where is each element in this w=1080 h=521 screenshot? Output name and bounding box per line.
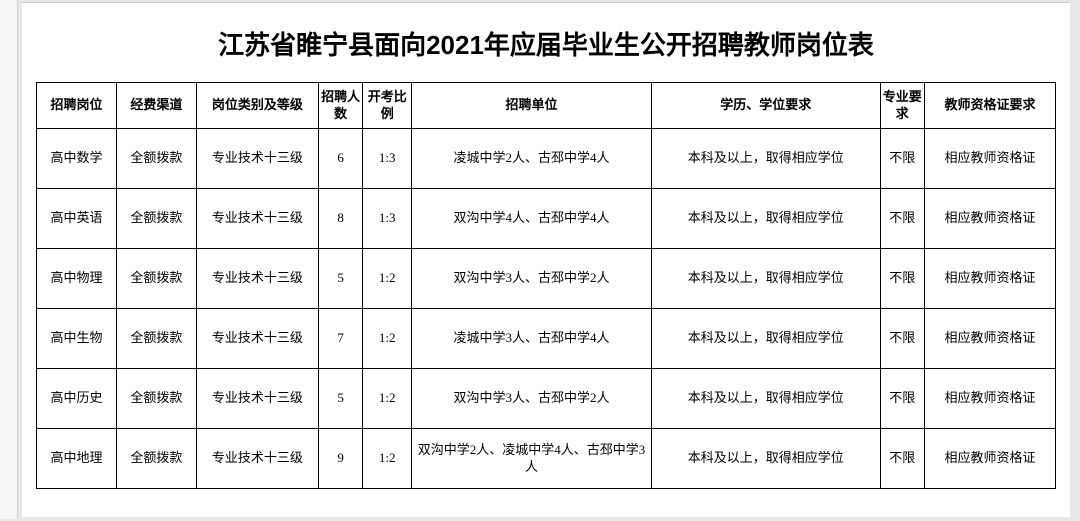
cell-education: 本科及以上，取得相应学位	[651, 189, 880, 249]
cell-major: 不限	[880, 129, 924, 189]
header-ratio: 开考比例	[363, 83, 412, 129]
cell-funding: 全额拨款	[116, 189, 196, 249]
cell-count: 9	[318, 429, 362, 489]
cell-unit: 双沟中学3人、古邳中学2人	[412, 249, 652, 309]
cell-cert: 相应教师资格证	[924, 369, 1055, 429]
cell-count: 7	[318, 309, 362, 369]
table-row: 高中生物 全额拨款 专业技术十三级 7 1:2 凌城中学3人、古邳中学4人 本科…	[37, 309, 1056, 369]
cell-count: 8	[318, 189, 362, 249]
cell-education: 本科及以上，取得相应学位	[651, 429, 880, 489]
cell-major: 不限	[880, 429, 924, 489]
cell-education: 本科及以上，取得相应学位	[651, 249, 880, 309]
table-row: 高中地理 全额拨款 专业技术十三级 9 1:2 双沟中学2人、凌城中学4人、古邳…	[37, 429, 1056, 489]
table-row: 高中数学 全额拨款 专业技术十三级 6 1:3 凌城中学2人、古邳中学4人 本科…	[37, 129, 1056, 189]
header-category: 岗位类别及等级	[196, 83, 318, 129]
cell-position: 高中英语	[37, 189, 117, 249]
header-position: 招聘岗位	[37, 83, 117, 129]
table-row: 高中历史 全额拨款 专业技术十三级 5 1:2 双沟中学3人、古邳中学2人 本科…	[37, 369, 1056, 429]
ruler-left	[0, 0, 18, 519]
cell-cert: 相应教师资格证	[924, 429, 1055, 489]
table-body: 高中数学 全额拨款 专业技术十三级 6 1:3 凌城中学2人、古邳中学4人 本科…	[37, 129, 1056, 489]
header-count: 招聘人数	[318, 83, 362, 129]
cell-funding: 全额拨款	[116, 129, 196, 189]
cell-major: 不限	[880, 369, 924, 429]
table-row: 高中物理 全额拨款 专业技术十三级 5 1:2 双沟中学3人、古邳中学2人 本科…	[37, 249, 1056, 309]
cell-education: 本科及以上，取得相应学位	[651, 309, 880, 369]
cell-position: 高中数学	[37, 129, 117, 189]
cell-cert: 相应教师资格证	[924, 189, 1055, 249]
cell-cert: 相应教师资格证	[924, 309, 1055, 369]
cell-category: 专业技术十三级	[196, 429, 318, 489]
header-funding: 经费渠道	[116, 83, 196, 129]
cell-ratio: 1:3	[363, 189, 412, 249]
page-title: 江苏省睢宁县面向2021年应届毕业生公开招聘教师岗位表	[22, 3, 1070, 82]
cell-position: 高中历史	[37, 369, 117, 429]
cell-funding: 全额拨款	[116, 249, 196, 309]
cell-position: 高中物理	[37, 249, 117, 309]
cell-ratio: 1:2	[363, 369, 412, 429]
cell-count: 6	[318, 129, 362, 189]
cell-count: 5	[318, 369, 362, 429]
cell-count: 5	[318, 249, 362, 309]
cell-funding: 全额拨款	[116, 369, 196, 429]
cell-funding: 全额拨款	[116, 309, 196, 369]
cell-education: 本科及以上，取得相应学位	[651, 369, 880, 429]
cell-ratio: 1:2	[363, 309, 412, 369]
header-education: 学历、学位要求	[651, 83, 880, 129]
recruitment-table: 招聘岗位 经费渠道 岗位类别及等级 招聘人数 开考比例 招聘单位 学历、学位要求…	[36, 82, 1056, 489]
cell-unit: 双沟中学3人、古邳中学2人	[412, 369, 652, 429]
cell-major: 不限	[880, 309, 924, 369]
cell-ratio: 1:2	[363, 249, 412, 309]
cell-cert: 相应教师资格证	[924, 249, 1055, 309]
cell-category: 专业技术十三级	[196, 189, 318, 249]
cell-major: 不限	[880, 249, 924, 309]
document-sheet: 江苏省睢宁县面向2021年应届毕业生公开招聘教师岗位表 招聘岗位 经费渠道 岗位…	[22, 2, 1070, 517]
cell-major: 不限	[880, 189, 924, 249]
cell-position: 高中地理	[37, 429, 117, 489]
table-row: 高中英语 全额拨款 专业技术十三级 8 1:3 双沟中学4人、古邳中学4人 本科…	[37, 189, 1056, 249]
cell-category: 专业技术十三级	[196, 369, 318, 429]
header-major: 专业要求	[880, 83, 924, 129]
cell-unit: 凌城中学3人、古邳中学4人	[412, 309, 652, 369]
header-unit: 招聘单位	[412, 83, 652, 129]
cell-ratio: 1:3	[363, 129, 412, 189]
cell-position: 高中生物	[37, 309, 117, 369]
cell-category: 专业技术十三级	[196, 249, 318, 309]
cell-funding: 全额拨款	[116, 429, 196, 489]
cell-education: 本科及以上，取得相应学位	[651, 129, 880, 189]
header-cert: 教师资格证要求	[924, 83, 1055, 129]
cell-unit: 凌城中学2人、古邳中学4人	[412, 129, 652, 189]
cell-unit: 双沟中学2人、凌城中学4人、古邳中学3人	[412, 429, 652, 489]
cell-cert: 相应教师资格证	[924, 129, 1055, 189]
cell-unit: 双沟中学4人、古邳中学4人	[412, 189, 652, 249]
cell-category: 专业技术十三级	[196, 309, 318, 369]
cell-category: 专业技术十三级	[196, 129, 318, 189]
table-header-row: 招聘岗位 经费渠道 岗位类别及等级 招聘人数 开考比例 招聘单位 学历、学位要求…	[37, 83, 1056, 129]
cell-ratio: 1:2	[363, 429, 412, 489]
